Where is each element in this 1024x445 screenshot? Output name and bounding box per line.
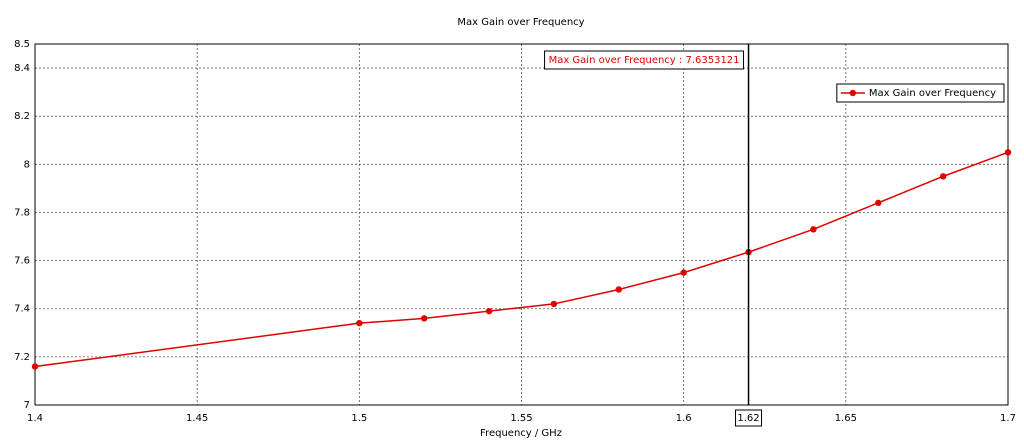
legend-box	[836, 83, 1005, 103]
y-tick-label: 7	[24, 400, 30, 411]
series-line	[34, 151, 1009, 368]
x-tick-label: 1.7	[1000, 413, 1016, 424]
data-point	[680, 269, 687, 276]
x-tick-label: 1.65	[835, 413, 857, 424]
y-tick-label: 7.8	[14, 207, 30, 218]
y-tick-label: 8.4	[14, 63, 30, 74]
data-point	[356, 319, 363, 327]
data-point	[31, 363, 39, 370]
y-tick-label: 8.5	[14, 39, 30, 50]
chart-title: Max Gain over Frequency	[457, 17, 584, 28]
cursor-label: Max Gain over Frequency : 7.6353121	[549, 55, 740, 66]
legend-marker	[849, 89, 857, 97]
y-tick-label: 7.6	[14, 256, 30, 267]
x-axis-label: Frequency / GHz	[480, 428, 562, 439]
data-point	[875, 199, 882, 207]
y-tick-label: 7.2	[14, 352, 30, 363]
y-tick-label: 8	[24, 159, 30, 170]
cursor-x-label: 1.62	[737, 413, 759, 424]
data-point	[939, 173, 947, 180]
data-point	[1004, 149, 1012, 156]
data-point	[421, 315, 428, 322]
cursor-x-box	[735, 409, 763, 427]
plot-border	[34, 43, 1009, 406]
x-tick-label: 1.6	[676, 413, 692, 424]
x-tick-label: 1.5	[351, 413, 367, 424]
legend-label: Max Gain over Frequency	[869, 88, 996, 99]
data-point	[615, 286, 622, 293]
x-tick-label: 1.45	[186, 413, 208, 424]
data-point	[485, 307, 493, 315]
cursor-label-box	[544, 50, 745, 70]
data-point	[810, 226, 817, 233]
y-tick-label: 7.4	[14, 304, 30, 315]
x-tick-label: 1.55	[510, 413, 532, 424]
data-point	[550, 300, 558, 308]
y-tick-label: 8.2	[14, 111, 30, 122]
x-tick-label: 1.4	[27, 413, 43, 424]
